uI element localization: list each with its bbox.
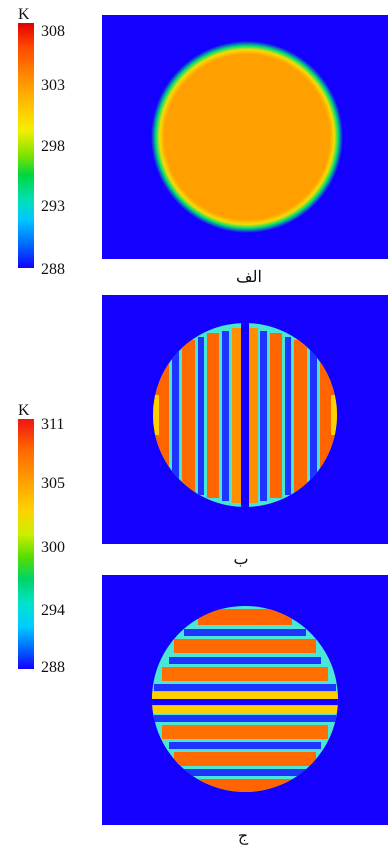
panel-c-band-12	[174, 752, 316, 766]
panel-c-band-2	[184, 629, 306, 636]
panel-b-accent-1	[153, 395, 159, 435]
panel-c-band-8	[152, 706, 338, 714]
lower-scale-unit: K	[18, 402, 30, 419]
lower-scale-tick-294: 294	[41, 602, 65, 619]
panel-c-band-9	[154, 715, 336, 722]
panel-b-stripe-12	[294, 340, 307, 492]
panel-b-disk	[153, 323, 337, 507]
panel-a-contour-plot	[102, 15, 388, 259]
panel-c-band-6	[154, 684, 336, 691]
panel-c-band-10	[162, 725, 328, 739]
panel-b-stripe-11	[285, 337, 291, 495]
panel-b-stripe-13	[310, 345, 317, 487]
lower-scale-tick-288: 288	[41, 659, 65, 676]
panel-b-stripe-5	[207, 333, 219, 498]
panel-a-temperature-map	[102, 15, 388, 259]
panel-b-stripe-10	[270, 333, 282, 498]
panel-b-stripe-8	[249, 328, 258, 503]
upper-scale-tick-298: 298	[41, 138, 65, 155]
panel-c-band-5	[162, 667, 328, 681]
upper-colorbar	[18, 23, 34, 268]
upper-scale-tick-288: 288	[41, 261, 65, 278]
panel-b-contour-plot	[102, 295, 388, 544]
panel-c-band-3	[174, 639, 316, 653]
panel-c-center-gap	[152, 699, 338, 705]
lower-scale-tick-300: 300	[41, 539, 65, 556]
panel-c-band-1	[198, 609, 292, 625]
panel-b-center-gap	[241, 323, 249, 507]
panel-c-band-11	[169, 742, 321, 749]
upper-scale-tick-308: 308	[41, 23, 65, 40]
panel-a-label: الف	[236, 269, 262, 286]
panel-b-stripe-6	[222, 331, 229, 501]
lower-scale-tick-305: 305	[41, 475, 65, 492]
panel-c-label: ج	[237, 828, 249, 845]
panel-c-band-13	[184, 769, 306, 776]
panel-b-label: ب	[233, 551, 249, 568]
panel-c-band-14	[198, 779, 292, 792]
panel-c-disk	[152, 606, 338, 792]
lower-colorbar	[18, 419, 34, 669]
panel-c-contour-plot	[102, 575, 388, 825]
panel-c-band-7	[152, 692, 338, 700]
panel-b-stripe-4	[198, 337, 204, 495]
panel-b-stripe-3	[182, 340, 195, 492]
lower-scale-tick-311: 311	[41, 416, 65, 433]
panel-b-stripe-9	[260, 331, 267, 501]
panel-c-temperature-map	[102, 575, 388, 825]
upper-scale-tick-293: 293	[41, 198, 65, 215]
panel-b-temperature-map	[102, 295, 388, 544]
panel-b-stripe-2	[172, 345, 179, 487]
upper-scale-tick-303: 303	[41, 77, 65, 94]
panel-a-hot-disk	[151, 41, 343, 233]
upper-scale-unit: K	[18, 6, 30, 23]
panel-b-accent-2	[331, 395, 337, 435]
panel-b-stripe-7	[232, 328, 241, 503]
panel-c-band-4	[169, 657, 321, 664]
